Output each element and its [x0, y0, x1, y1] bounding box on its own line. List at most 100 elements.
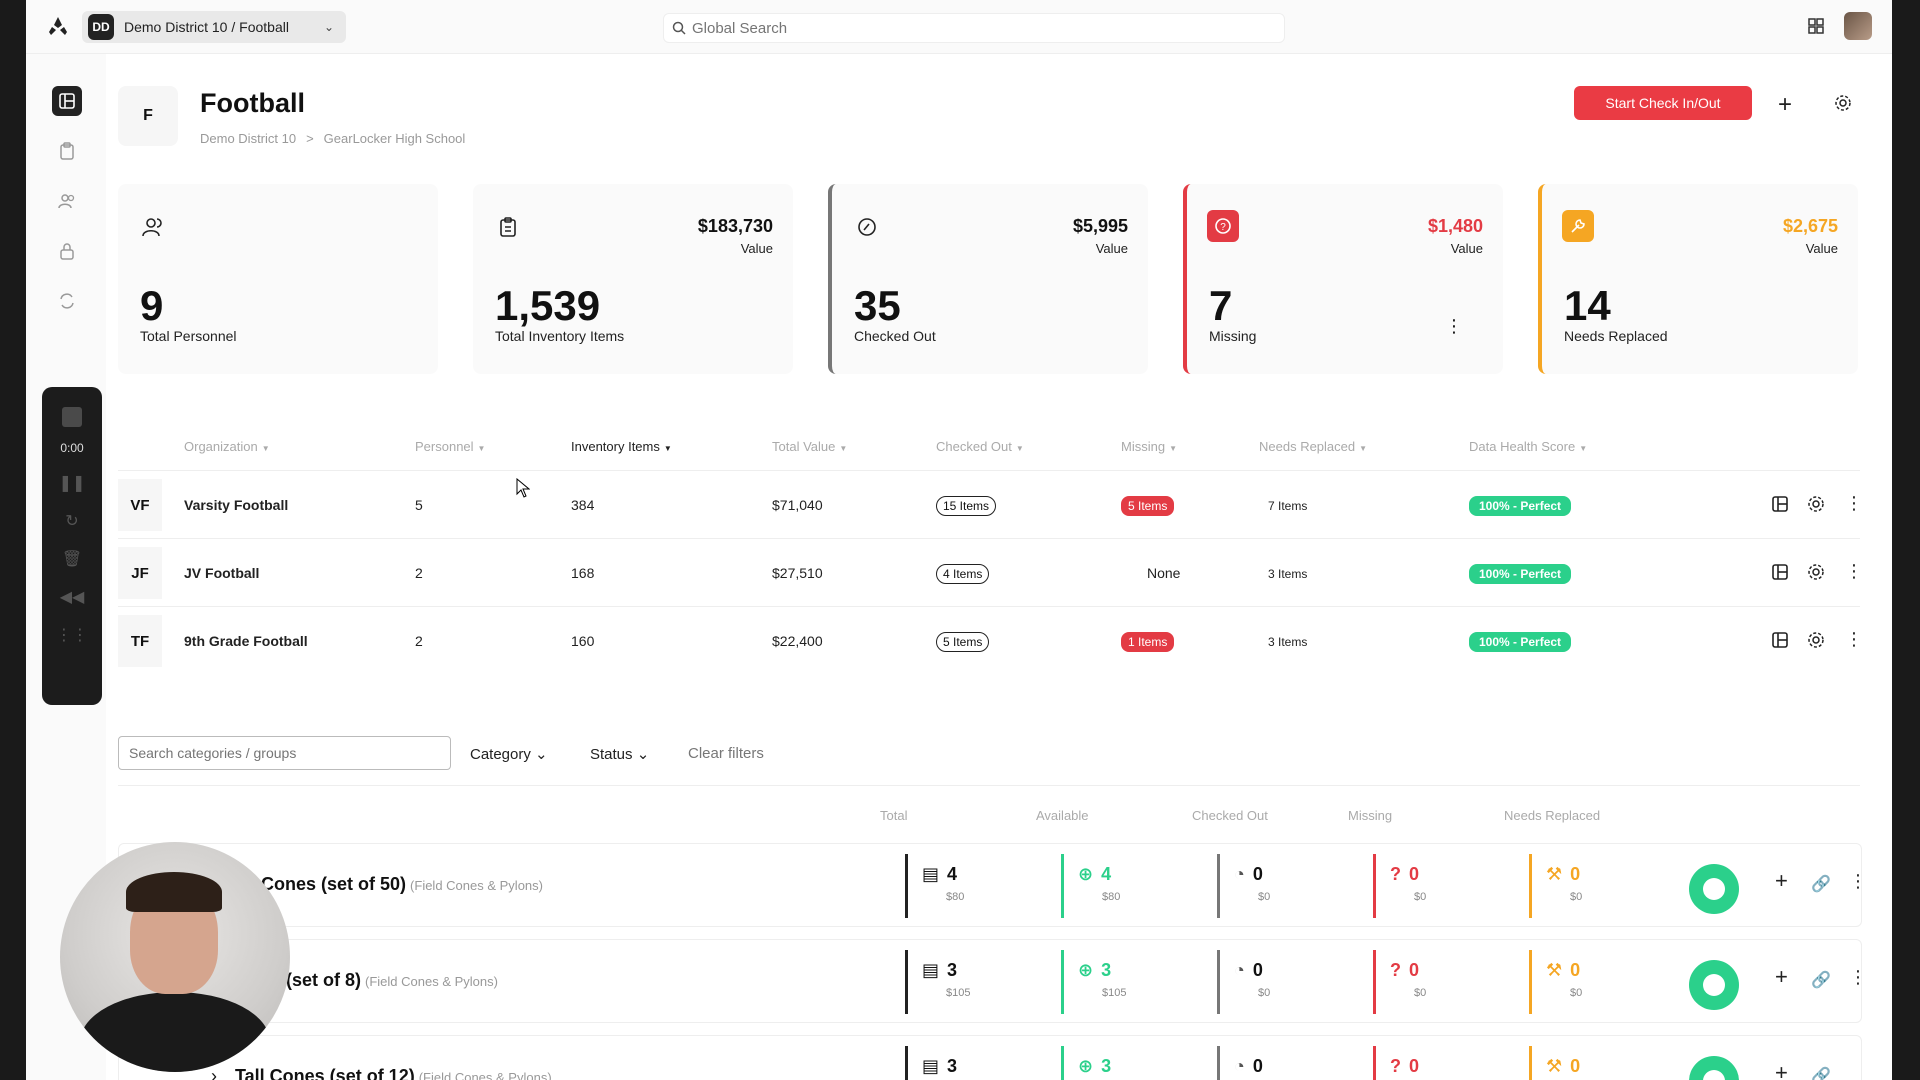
stat-card-inventory[interactable]: $183,730 Value 1,539 Total Inventory Ite… [473, 184, 793, 374]
column-header-missing[interactable]: Missing ▼ [1121, 439, 1177, 454]
gear-icon[interactable] [1807, 495, 1825, 513]
metric-missing: ? 0 [1373, 1046, 1419, 1080]
wrench-icon: ⚒ [1546, 1056, 1563, 1076]
gear-icon[interactable] [1807, 563, 1825, 581]
dashboard-icon[interactable] [52, 86, 82, 116]
restart-icon[interactable]: ↻ [65, 513, 79, 530]
category-row[interactable]: r Cones (set of 50) (Field Cones & Pylons… [118, 843, 1867, 927]
needs-replaced-count: 3 Items [1268, 567, 1308, 581]
column-header-needs-replaced[interactable]: Needs Replaced ▼ [1259, 439, 1368, 454]
column-header-total-value[interactable]: Total Value ▼ [772, 439, 848, 454]
pause-icon[interactable]: ❚❚ [58, 475, 86, 492]
start-check-in-out-button[interactable]: Start Check In/Out [1574, 86, 1752, 120]
add-icon[interactable]: + [1775, 868, 1788, 893]
health-score-badge: 100% - Perfect [1469, 632, 1572, 652]
column-header-checked-out[interactable]: Checked Out ▼ [936, 439, 1024, 454]
kebab-menu-icon[interactable]: ⋮ [1845, 561, 1863, 581]
wrench-icon: ⚒ [1546, 960, 1563, 980]
inventory-count: 160 [571, 633, 595, 649]
org-name[interactable]: 9th Grade Football [184, 633, 308, 649]
rewind-icon[interactable]: ◀◀ [59, 589, 85, 606]
swap-icon[interactable] [52, 286, 82, 316]
org-switcher[interactable]: DD Demo District 10 / Football ⌄ [82, 11, 346, 43]
dots-grid-icon[interactable]: ⋮⋮ [56, 627, 88, 644]
people-icon[interactable] [52, 186, 82, 216]
clipboard-icon: ▤ [922, 1056, 940, 1076]
qr-grid-icon[interactable] [1808, 18, 1824, 34]
column-header-inventory-items[interactable]: Inventory Items ▼ [571, 439, 672, 454]
clipboard-icon: ▤ [922, 960, 940, 980]
webcam-person-body [80, 992, 270, 1072]
link-icon[interactable]: 🔗 [1811, 972, 1831, 989]
global-search[interactable] [663, 13, 1285, 43]
kebab-menu-icon[interactable]: ⋮ [1849, 967, 1867, 987]
org-initial-badge: F [118, 86, 178, 146]
metric-missing: ? 0 $0 [1373, 854, 1426, 918]
stat-card-checked-out[interactable]: $5,995 Value 35 Checked Out [828, 184, 1148, 374]
global-search-input[interactable] [692, 19, 1284, 37]
missing-pill[interactable]: 5 Items [1121, 496, 1175, 516]
total-value: $27,510 [772, 565, 823, 581]
table-row[interactable]: VF Varsity Football 5 384 $71,040 15 Ite… [118, 470, 1863, 538]
column-header-organization[interactable]: Organization ▼ [184, 439, 270, 454]
stat-number: 7 [1209, 282, 1233, 329]
column-header-checked-out: Checked Out [1192, 808, 1268, 823]
table-row[interactable]: JF JV Football 2 168 $27,510 4 Items Non… [118, 538, 1863, 606]
question-circle-icon: ? [1390, 960, 1401, 980]
add-icon[interactable]: + [1775, 964, 1788, 989]
inventory-count: 384 [571, 497, 595, 513]
status-filter-dropdown[interactable]: Status ⌄ [590, 746, 650, 763]
column-header-data-health-score[interactable]: Data Health Score ▼ [1469, 439, 1588, 454]
category-filter-dropdown[interactable]: Category ⌄ [470, 746, 548, 763]
left-rail: 0:00 ❚❚ ↻ 🗑 ◀◀ ⋮⋮ [26, 54, 106, 1080]
inventory-icon[interactable] [52, 136, 82, 166]
stat-value: $1,480 [1427, 216, 1483, 236]
category-name[interactable]: › Tall Cones (set of 12) (Field Cones & Py… [211, 1066, 552, 1080]
dashboard-icon[interactable] [1771, 631, 1789, 649]
user-avatar[interactable] [1844, 12, 1872, 40]
missing-pill[interactable]: 1 Items [1121, 632, 1175, 652]
add-icon[interactable]: + [1778, 91, 1793, 118]
svg-text:?: ? [1220, 222, 1226, 233]
stat-value: $183,730 [697, 216, 773, 236]
kebab-menu-icon[interactable]: ⋮ [1845, 629, 1863, 649]
breadcrumb-district[interactable]: Demo District 10 [200, 131, 297, 146]
divider [118, 785, 1860, 786]
column-header-personnel[interactable]: Personnel ▼ [415, 439, 486, 454]
stat-card-needs-replaced[interactable]: $2,675 Value 14 Needs Replaced [1538, 184, 1858, 374]
metric-available: ⊕ 3 [1061, 1046, 1111, 1080]
checked-out-pill[interactable]: 5 Items [936, 632, 990, 652]
category-search-input[interactable] [118, 736, 451, 770]
checked-out-pill[interactable]: 4 Items [936, 564, 990, 584]
table-row[interactable]: TF 9th Grade Football 2 160 $22,400 5 It… [118, 606, 1863, 674]
lock-icon[interactable] [52, 236, 82, 266]
metric-available: ⊕ 3 $105 [1061, 950, 1126, 1014]
category-name[interactable]: r Cones (set of 50) (Field Cones & Pylons… [249, 874, 543, 894]
link-icon[interactable]: 🔗 [1811, 876, 1831, 893]
category-row[interactable]: › Tall Cones (set of 12) (Field Cones & Py… [118, 1035, 1862, 1080]
inventory-count: 168 [571, 565, 595, 581]
mouse-cursor-icon [516, 478, 530, 498]
stop-record-button[interactable] [62, 407, 82, 427]
link-icon[interactable]: 🔗 [1811, 1068, 1831, 1080]
org-name[interactable]: JV Football [184, 565, 260, 581]
app-logo-icon[interactable] [48, 16, 68, 36]
kebab-menu-icon[interactable]: ⋮ [1845, 493, 1863, 513]
stat-card-personnel[interactable]: 9 Total Personnel [118, 184, 438, 374]
org-name[interactable]: Varsity Football [184, 497, 289, 513]
breadcrumb-school[interactable]: GearLocker High School [323, 131, 466, 146]
trash-icon[interactable]: 🗑 [61, 551, 83, 568]
kebab-menu-icon[interactable]: ⋮ [1849, 871, 1867, 891]
gear-icon[interactable] [1807, 631, 1825, 649]
dashboard-icon[interactable] [1771, 495, 1789, 513]
stat-card-missing[interactable]: ? $1,480 Value 7 Missing ⋮ [1183, 184, 1503, 374]
clear-filters-link[interactable]: Clear filters [688, 745, 764, 762]
chevron-right-icon[interactable]: › [211, 1066, 217, 1080]
settings-gear-icon[interactable] [1834, 94, 1852, 112]
kebab-menu-icon[interactable]: ⋮ [1445, 316, 1463, 336]
checked-out-pill[interactable]: 15 Items [936, 496, 997, 516]
dashboard-icon[interactable] [1771, 563, 1789, 581]
add-icon[interactable]: + [1775, 1060, 1788, 1080]
stat-label: Total Personnel [140, 328, 237, 344]
category-row[interactable]: ons (set of 8) (Field Cones & Pylons) ▤ 3 $… [118, 939, 1867, 1023]
